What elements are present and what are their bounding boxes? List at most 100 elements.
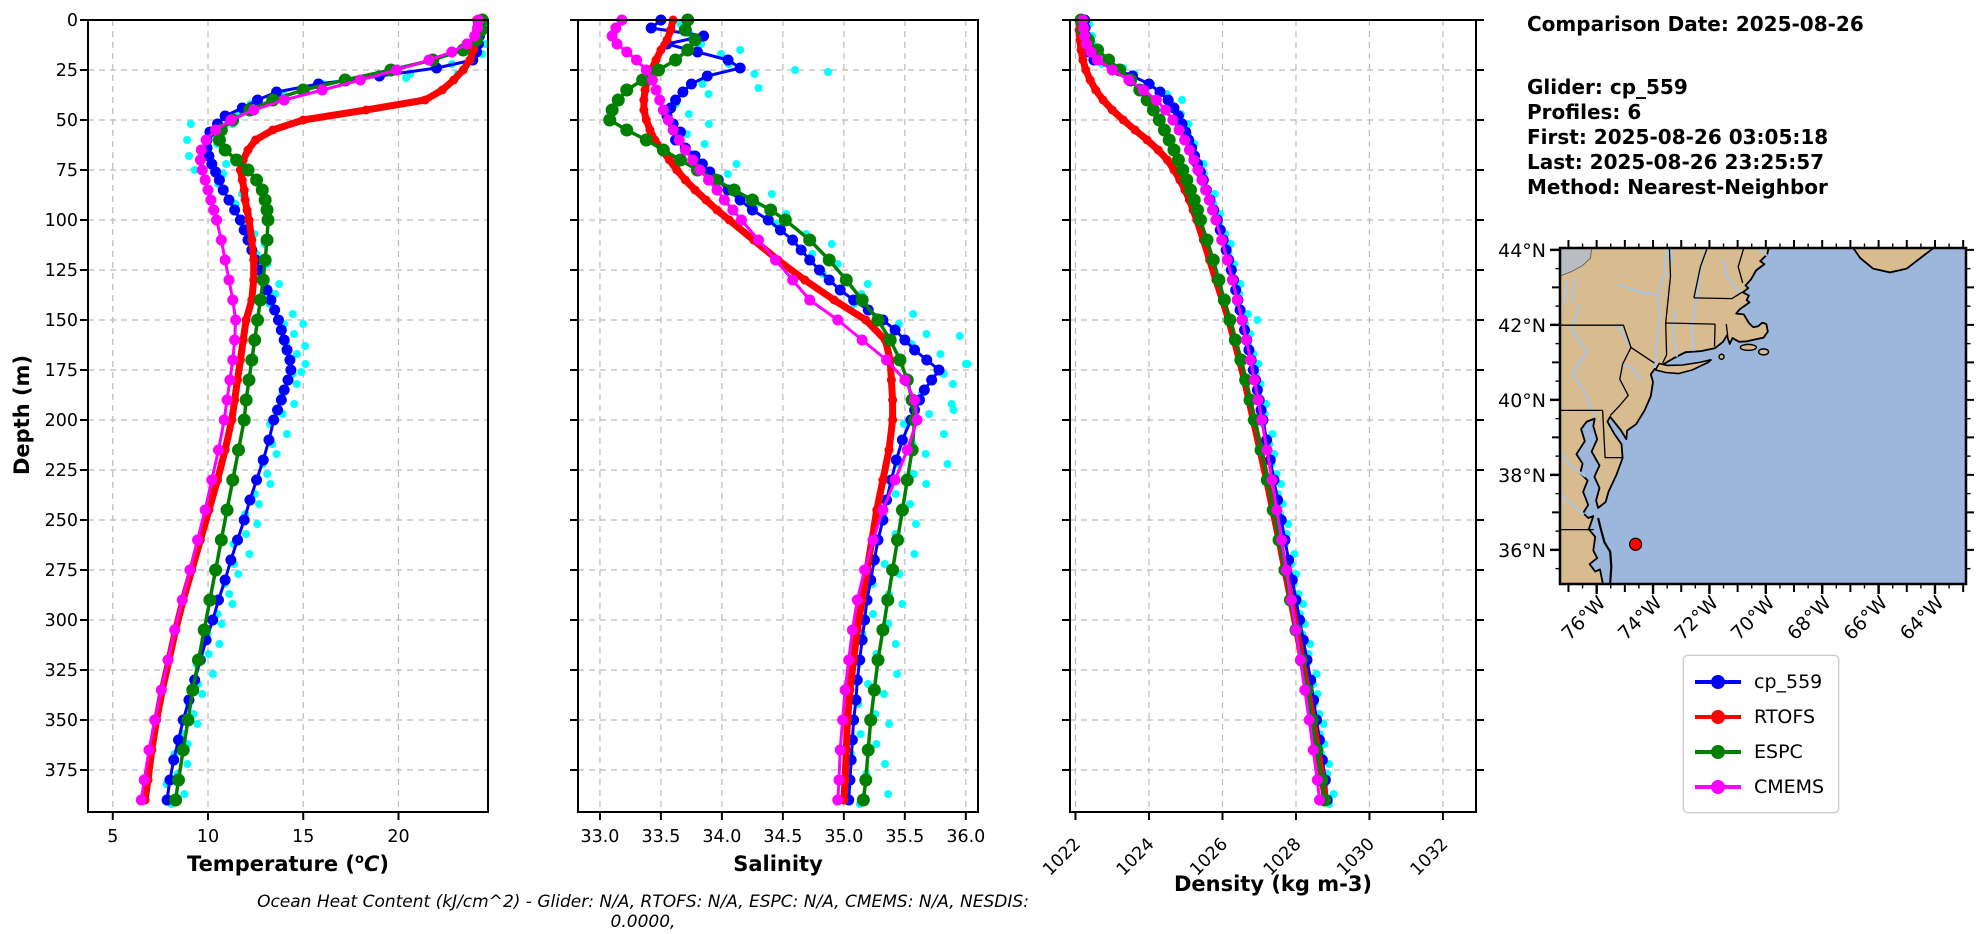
svg-text:64°W: 64°W [1896, 592, 1949, 645]
legend-item-cp_559: cp_559 [1695, 664, 1824, 699]
svg-text:200: 200 [45, 411, 78, 431]
svg-text:50: 50 [56, 111, 78, 131]
svg-text:74°W: 74°W [1614, 592, 1667, 645]
map-state-border-9 [1693, 291, 1743, 300]
svg-text:42°N: 42°N [1498, 315, 1546, 337]
svg-text:20: 20 [387, 827, 409, 847]
legend-label: ESPC [1754, 740, 1803, 763]
density-axis-label: Density (kg m-3) [1173, 872, 1373, 896]
map-island-0 [1739, 343, 1758, 352]
map-river-5 [1560, 451, 1587, 478]
cp_559-density-line [1079, 14, 1333, 806]
svg-text:350: 350 [45, 711, 78, 731]
salinity-axis-ticks: 33.0 33.5 34.0 34.5 35.0 35.5 36.0 [570, 19, 985, 847]
map-state-border-3 [1560, 324, 1655, 364]
map-island-2 [1718, 353, 1725, 360]
svg-text:250: 250 [45, 511, 78, 531]
celsius-symbol: C [363, 852, 380, 876]
svg-text:38°N: 38°N [1498, 465, 1546, 487]
salinity-profile-panel: 33.0 33.5 34.0 34.5 35.0 35.5 36.0 [570, 13, 985, 847]
svg-text:72°W: 72°W [1670, 592, 1723, 645]
svg-text:300: 300 [45, 611, 78, 631]
map-river-0 [1654, 248, 1668, 369]
last-profile-time-line: Last: 2025-08-26 23:25:57 [1527, 150, 1825, 174]
cp_559-temperature-line [161, 14, 486, 806]
svg-text:36.0: 36.0 [946, 827, 985, 847]
map-river-3 [1615, 324, 1632, 348]
method-line: Method: Nearest-Neighbor [1527, 175, 1828, 199]
CMEMS-salinity-line [606, 14, 923, 806]
svg-text:375: 375 [45, 761, 78, 781]
map-island-1 [1757, 348, 1770, 356]
legend-label: RTOFS [1754, 705, 1816, 728]
temperature-axis-label-text: Temperature ( [187, 852, 355, 876]
first-profile-time-line: First: 2025-08-26 03:05:18 [1527, 125, 1829, 149]
RTOFS-density-line [1074, 15, 1330, 805]
map-outer-banks [1597, 517, 1613, 583]
svg-text:275: 275 [45, 561, 78, 581]
degree-superscript: o [355, 852, 364, 867]
comparison-date-line: Comparison Date: 2025-08-26 [1527, 12, 1864, 36]
svg-text:66°W: 66°W [1839, 592, 1892, 645]
svg-text:125: 125 [45, 261, 78, 281]
map-state-border-8 [1725, 324, 1729, 337]
salinity-grid [578, 19, 978, 812]
density-profile-panel: 1022 1024 1026 1028 1030 1032 [1039, 13, 1484, 880]
svg-text:25: 25 [56, 61, 78, 81]
profiles-count-line: Profiles: 6 [1527, 100, 1642, 124]
map-river-11 [1560, 492, 1585, 516]
map-river-8 [1570, 277, 1577, 303]
glider-location-marker [1628, 537, 1643, 551]
map-state-border-6 [1665, 322, 1716, 325]
svg-text:33.0: 33.0 [580, 827, 619, 847]
legend-swatch-CMEMS [1695, 784, 1741, 789]
map-land [1560, 248, 1770, 584]
svg-text:68°W: 68°W [1783, 592, 1836, 645]
svg-text:75: 75 [56, 161, 78, 181]
legend-swatch-RTOFS [1695, 714, 1741, 719]
legend-item-RTOFS: RTOFS [1695, 699, 1824, 734]
svg-text:76°W: 76°W [1558, 592, 1611, 645]
CMEMS-density-line [1077, 14, 1325, 806]
svg-text:100: 100 [45, 211, 78, 231]
svg-text:33.5: 33.5 [641, 827, 680, 847]
map-river-4 [1570, 303, 1596, 418]
ESPC-density-line [1074, 13, 1332, 807]
temperature-profile-panel: 5 10 15 20025507510012515017520022525027530… [45, 11, 490, 847]
svg-text:34.5: 34.5 [763, 827, 802, 847]
salinity-axis-label: Salinity [733, 852, 823, 876]
map-river-10 [1671, 309, 1678, 357]
CMEMS-temperature-line [135, 14, 484, 806]
map-river-1 [1617, 283, 1659, 297]
svg-text:5: 5 [107, 827, 118, 847]
svg-text:35.0: 35.0 [824, 827, 863, 847]
legend-swatch-ESPC [1695, 749, 1741, 754]
depth-axis-label: Depth (m) [10, 354, 34, 476]
map-long-island [1654, 358, 1712, 375]
coastal-map: 44°N 42°N 40°N 38°N 36°N 76°W 74°W 72°W 70°W 68°W… [1498, 240, 1974, 645]
svg-text:34.0: 34.0 [702, 827, 741, 847]
svg-text:36°N: 36°N [1498, 540, 1546, 562]
comparison-info-block: Comparison Date: 2025-08-26 Glider: cp_5… [1527, 12, 1864, 200]
map-lake-ontario [1560, 248, 1593, 277]
glider-raw-scatter-density [1081, 20, 1338, 808]
legend-item-CMEMS: CMEMS [1695, 769, 1824, 804]
map-state-border-11 [1737, 248, 1745, 284]
glider-raw-scatter-salinity [671, 20, 972, 808]
svg-text:70°W: 70°W [1727, 592, 1780, 645]
svg-text:35.5: 35.5 [885, 827, 924, 847]
map-state-border-7 [1713, 324, 1716, 347]
svg-text:175: 175 [45, 361, 78, 381]
legend-label: CMEMS [1754, 775, 1825, 798]
density-grid [1070, 19, 1476, 812]
legend-label: cp_559 [1754, 670, 1823, 693]
map-river-6 [1721, 258, 1742, 295]
series-legend: cp_559 RTOFS ESPC CMEMS [1683, 655, 1840, 813]
map-state-border-4 [1609, 347, 1632, 417]
svg-text:0: 0 [67, 11, 78, 31]
svg-text:40°N: 40°N [1498, 390, 1546, 412]
map-state-border-10 [1693, 248, 1708, 299]
legend-swatch-cp_559 [1695, 679, 1741, 684]
